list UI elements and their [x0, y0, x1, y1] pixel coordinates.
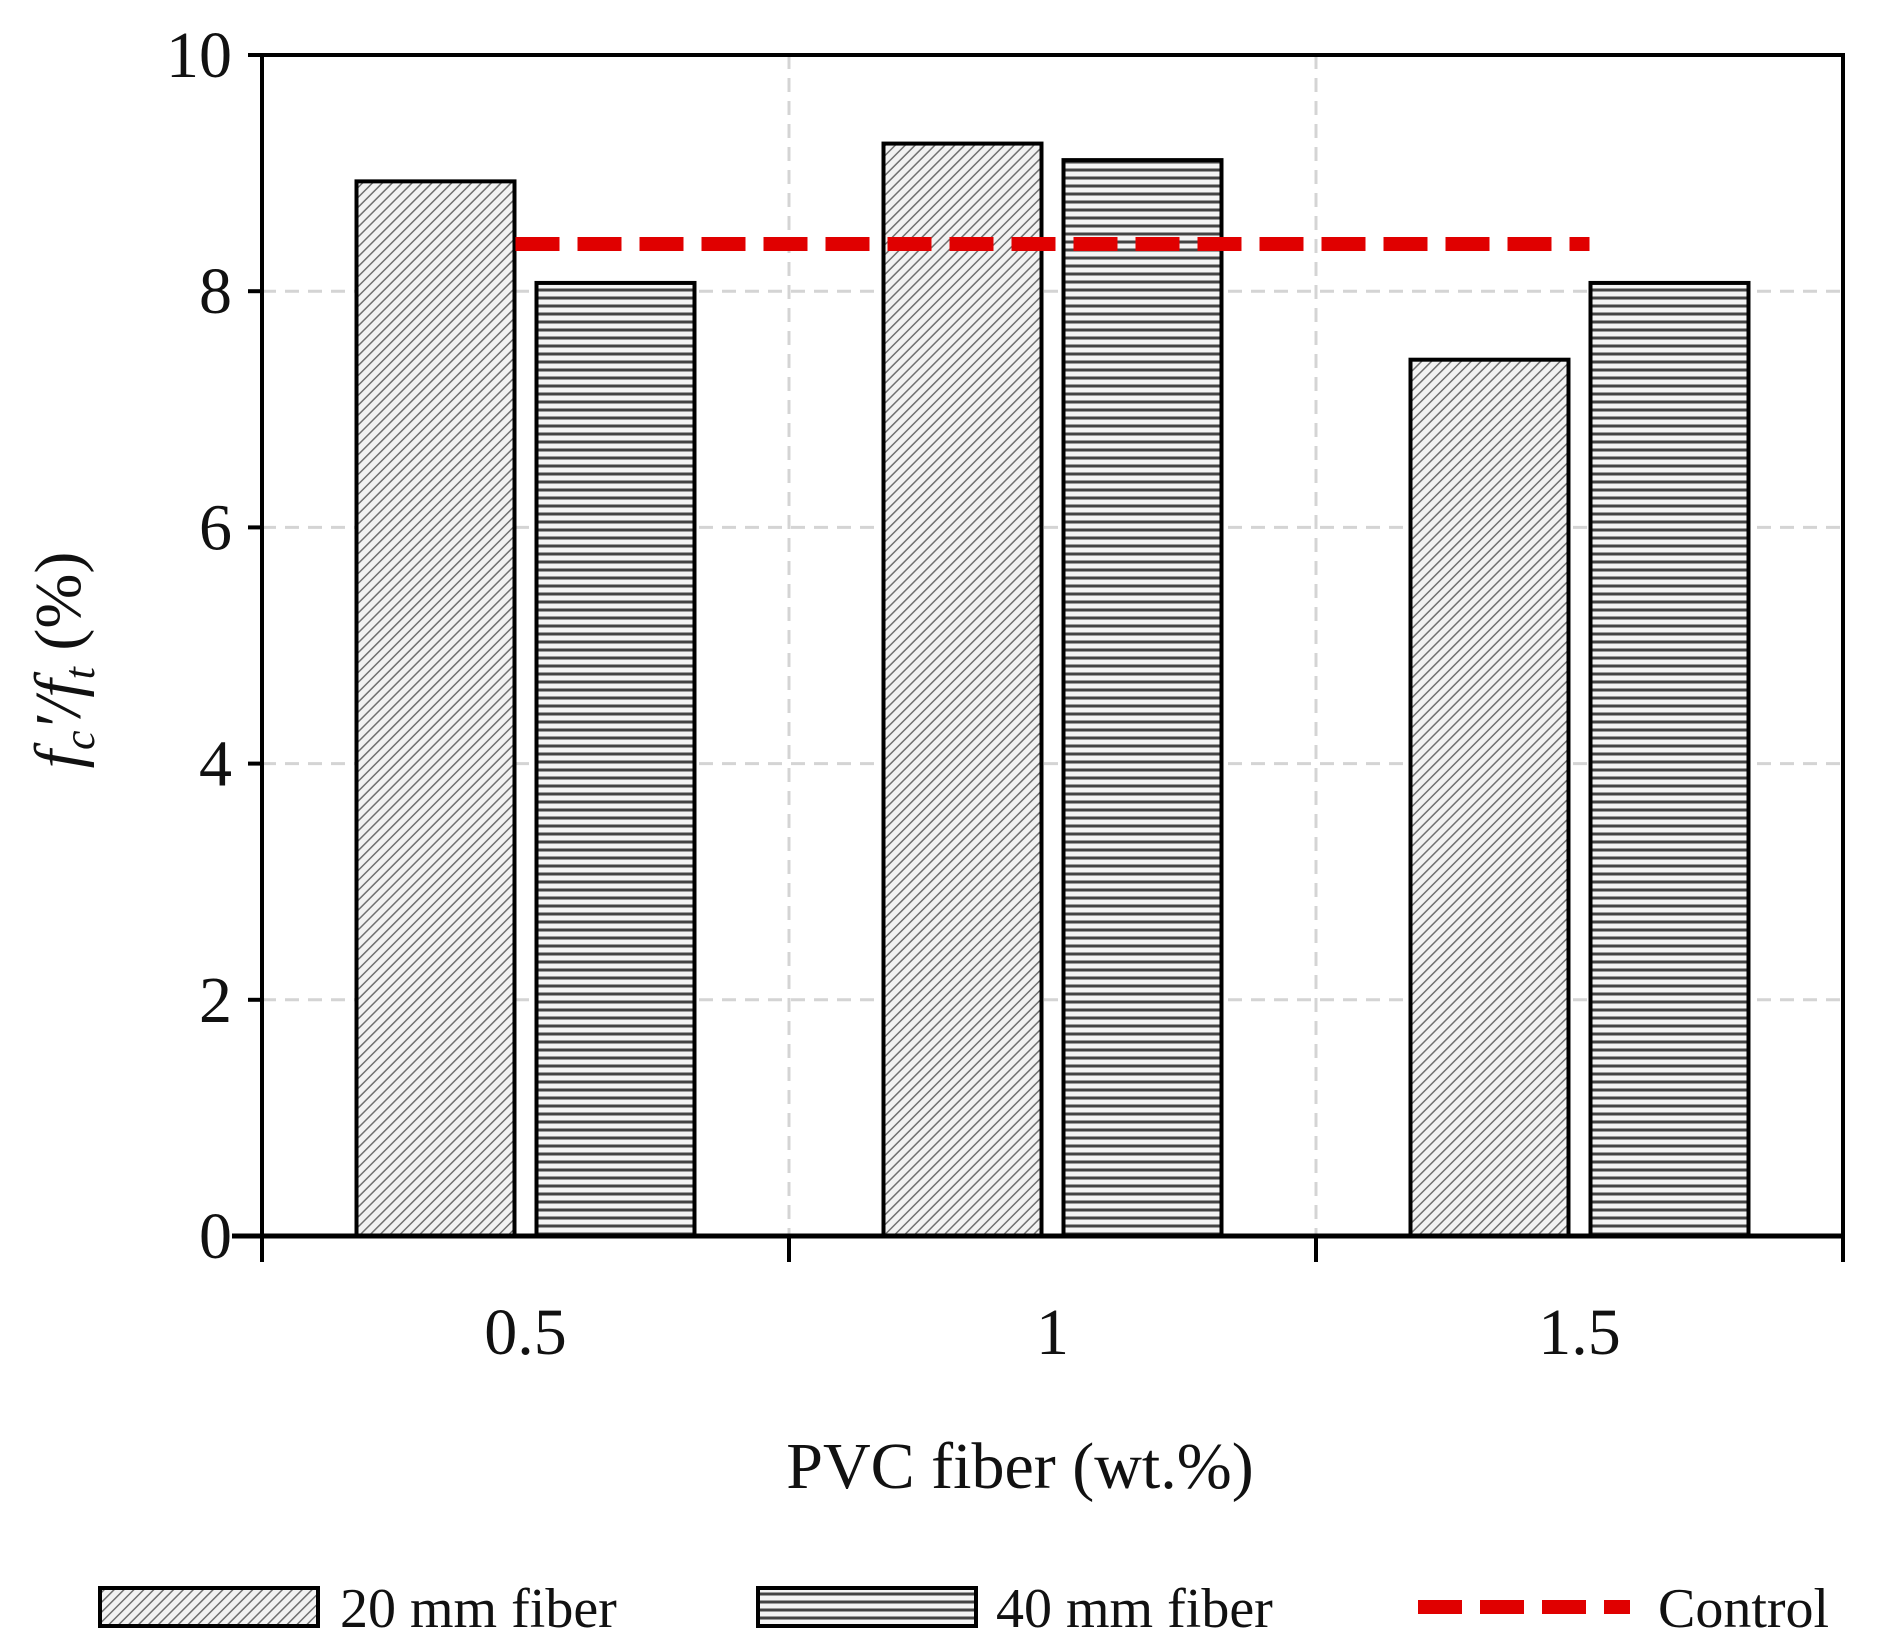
- bar-40-mm-fiber-1: [1061, 158, 1224, 1238]
- bars: [354, 141, 1751, 1239]
- legend-swatch-20mm: [98, 1586, 320, 1628]
- y-label-sub1: c: [55, 730, 104, 750]
- gridlines: [262, 55, 1843, 1236]
- bar-20-mm-fiber-0.5: [354, 179, 517, 1239]
- x-axis-title: PVC fiber (wt.%): [786, 1430, 1253, 1503]
- y-tick-label: 6: [199, 491, 232, 564]
- y-label-sub2: t: [55, 665, 104, 679]
- x-category-label: 1.5: [1538, 1296, 1621, 1369]
- legend-swatch-40mm: [756, 1586, 978, 1628]
- y-tick-label: 2: [199, 964, 232, 1037]
- bar-40-mm-fiber-0.5: [534, 280, 697, 1239]
- legend-label-control: Control: [1658, 1578, 1829, 1640]
- y-tick-label: 8: [199, 255, 232, 328]
- y-tick-labels: 0 2 4 6 8 10: [166, 19, 232, 1273]
- x-category-labels: 0.5 1 1.5: [484, 1296, 1621, 1369]
- bar-20-mm-fiber-1: [881, 141, 1044, 1239]
- x-category-label: 0.5: [484, 1296, 567, 1369]
- bar-40-mm-fiber-1.5: [1588, 280, 1751, 1239]
- bar-20-mm-fiber-1.5: [1408, 357, 1571, 1238]
- y-tick-label: 4: [199, 728, 232, 801]
- x-category-label: 1: [1036, 1296, 1069, 1369]
- legend: 20 mm fiber 40 mm fiber Control: [98, 1578, 1829, 1640]
- legend-label-20mm: 20 mm fiber: [340, 1578, 617, 1640]
- y-label-unit: (%): [22, 552, 95, 667]
- y-label-prime: ′: [22, 714, 95, 730]
- y-tick-label: 10: [166, 19, 232, 92]
- axes: [232, 53, 1845, 1262]
- legend-label-40mm: 40 mm fiber: [996, 1578, 1273, 1640]
- y-tick-label: 0: [199, 1200, 232, 1273]
- y-axis-title: fc′/ft (%): [22, 552, 104, 769]
